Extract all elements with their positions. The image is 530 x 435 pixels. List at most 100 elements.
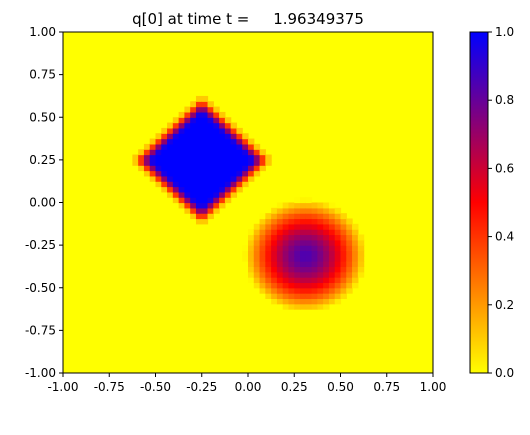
heatmap-cell [288,293,295,300]
heatmap-cell [317,213,324,220]
heatmap-cell [294,234,301,241]
heatmap-cell [300,266,307,273]
heatmap-cell [132,159,139,166]
heatmap-cell [155,133,162,140]
x-tick-label: 0.25 [281,380,308,394]
heatmap-cell [201,191,209,198]
heatmap-cell [190,213,197,220]
heatmap-cell [276,218,284,225]
heatmap-cell [184,191,191,198]
heatmap-cell [334,207,342,214]
heatmap-cell [311,202,318,209]
heatmap-cell [190,127,197,134]
heatmap-cell [311,277,318,284]
heatmap-cell [271,287,278,294]
heatmap-cell [161,159,168,166]
heatmap-cell [352,223,359,230]
heatmap-cell [167,143,174,150]
heatmap-cell [357,245,365,252]
heatmap-cell [317,287,324,294]
heatmap-cell [143,159,151,166]
heatmap-cell [271,282,278,289]
heatmap-cell [288,255,295,262]
heatmap-cell [288,266,295,273]
heatmap-cell [201,149,209,156]
heatmap-cell [201,122,209,129]
heatmap-cell [328,218,336,225]
heatmap-cell [346,266,353,273]
heatmap-cell [207,213,214,220]
heatmap-cell [323,282,330,289]
heatmap-cell [340,271,347,278]
heatmap-cell [178,197,186,204]
heatmap-cell [224,186,232,193]
heatmap-cell [276,223,284,230]
heatmap-cell [352,271,359,278]
heatmap-cell [178,165,186,172]
heatmap-cell [328,234,336,241]
heatmap-cell [357,266,365,273]
heatmap-cell [224,127,232,134]
heatmap-cell [253,255,261,262]
heatmap-cell [195,154,203,161]
heatmap-cell [172,138,180,145]
heatmap-cell [219,175,226,182]
heatmap-cell [190,191,197,198]
heatmap-cell [161,143,168,150]
heatmap-cell [294,218,301,225]
heatmap-cell [253,170,261,177]
heatmap-cell [172,191,180,198]
heatmap-cell [195,149,203,156]
heatmap-cell [271,277,278,284]
heatmap-cell [294,298,301,305]
heatmap-cell [195,175,203,182]
heatmap-cell [236,159,243,166]
heatmap-cell [340,218,347,225]
heatmap-cell [184,117,191,124]
heatmap-cell [259,223,266,230]
heatmap-cell [219,143,226,150]
heatmap-cell [271,218,278,225]
heatmap-cell [282,234,290,241]
heatmap-cell [207,170,214,177]
heatmap-cell [201,202,209,209]
heatmap-cell [155,154,162,161]
x-tick-label: 0.00 [235,380,262,394]
heatmap-cells [132,95,365,310]
heatmap-cell [190,186,197,193]
heatmap-cell [259,165,266,172]
heatmap-cell [352,245,359,252]
heatmap-cell [195,165,203,172]
heatmap-cell [195,181,203,188]
heatmap-cell [334,255,342,262]
heatmap-cell [311,293,318,300]
heatmap-cell [253,282,261,289]
x-tick-label: -0.25 [186,380,217,394]
heatmap-cell [340,261,347,268]
heatmap-cell [253,149,261,156]
heatmap-cell [323,223,330,230]
heatmap-cell [265,234,272,241]
heatmap-cell [230,127,238,134]
heatmap-cell [230,138,238,145]
heatmap-cell [305,218,313,225]
heatmap-cell [323,239,330,246]
x-axis: -1.00 -0.75 -0.50 -0.25 0.00 0.25 0.50 0.75 1.00 [47,373,446,394]
heatmap-cell [207,154,214,161]
heatmap-cell [300,293,307,300]
heatmap-cell [294,207,301,214]
heatmap-cell [282,282,290,289]
heatmap-cell [276,245,284,252]
heatmap-cell [248,149,255,156]
heatmap-cell [253,165,261,172]
y-tick-label: -0.50 [25,281,56,295]
heatmap-cell [242,181,249,188]
heatmap-cell [294,202,301,209]
heatmap-cell [149,149,157,156]
heatmap-cell [323,271,330,278]
heatmap-cell [271,213,278,220]
heatmap-cell [282,207,290,214]
heatmap-cell [334,266,342,273]
heatmap-cell [219,202,226,209]
heatmap-cell [213,111,220,118]
